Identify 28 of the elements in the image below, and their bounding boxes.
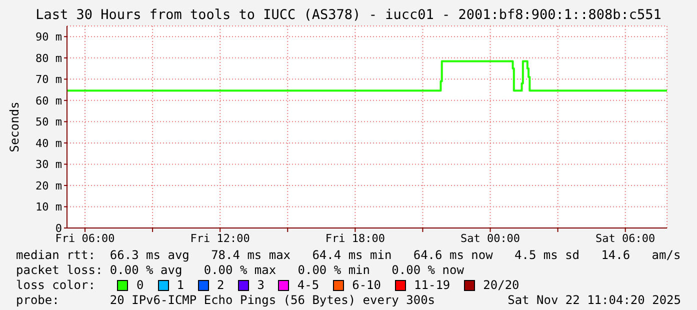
legend-label: 2 — [216, 278, 224, 293]
y-tick-label: 40 m — [36, 136, 62, 150]
legend-label: 4-5 — [296, 278, 320, 293]
text: median rtt: 66.3 ms avg 78.4 ms max 64.4 ms min 64.6 ms now 4.5 ms sd 14.6 am/s — [16, 248, 681, 263]
chart-title: Last 30 Hours from tools to IUCC (AS378) - iucc01 - 2001:bf8:900:1::808b:c551 — [34, 7, 662, 23]
legend-label: 0 — [135, 278, 144, 293]
x-tick-label: Sat 00:00 — [460, 232, 520, 245]
y-tick-label: 50 m — [36, 116, 62, 129]
text: probe: 20 IPv6-ICMP Echo Pings (56 Bytes) every 300s — [16, 293, 436, 308]
y-tick-label: 20 m — [36, 179, 62, 192]
legend-label: 20/20 — [482, 278, 520, 293]
x-tick-label: Fri 18:00 — [325, 232, 385, 245]
y-axis-title: Seconds — [7, 102, 22, 152]
text: packet loss: 0.00 % avg 0.00 % max 0.00 % min 0.00 % now — [16, 263, 464, 278]
y-tick-label: 60 m — [36, 94, 62, 108]
legend-label: 1 — [176, 278, 184, 293]
y-tick-label: 70 m — [36, 73, 62, 86]
legend-label: 11-19 — [413, 278, 450, 293]
x-tick-label: Fri 12:00 — [190, 232, 250, 245]
x-tick-label: Sat 06:00 — [596, 232, 656, 245]
y-tick-label: 80 m — [36, 52, 62, 65]
legend-label: 3 — [256, 278, 264, 293]
text: Sat Nov 22 11:04:20 2025 — [508, 293, 681, 308]
y-tick-label: 90 m — [36, 30, 62, 44]
legend-title: loss color: — [16, 278, 96, 293]
y-tick-label: 10 m — [36, 200, 62, 214]
legend-label: 6-10 — [351, 278, 382, 293]
y-tick-label: 30 m — [36, 158, 62, 172]
